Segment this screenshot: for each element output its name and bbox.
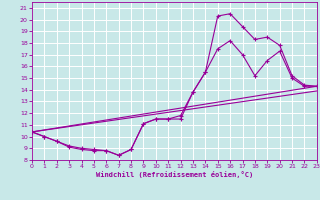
X-axis label: Windchill (Refroidissement éolien,°C): Windchill (Refroidissement éolien,°C): [96, 171, 253, 178]
